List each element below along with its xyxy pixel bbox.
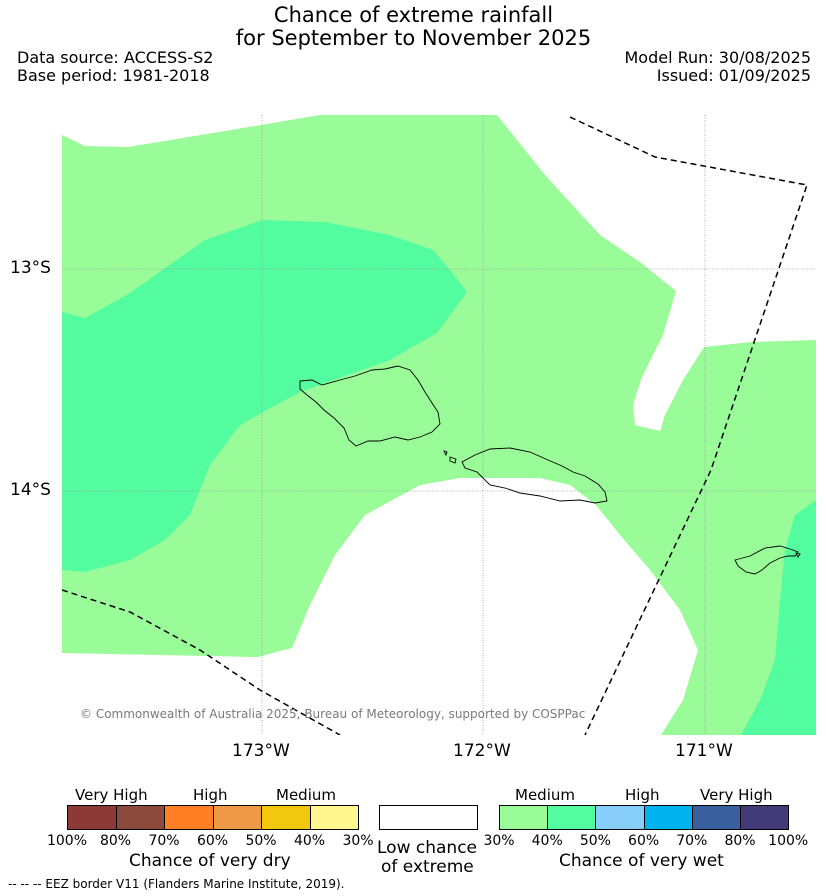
dry-swatch (212, 805, 262, 830)
wet-tick-label: 70% (676, 833, 708, 849)
savaii-island-outline (299, 365, 441, 447)
dry-scale-caption: Chance of very dry (129, 851, 291, 871)
map-title-line1: Chance of extreme rainfall (273, 3, 554, 27)
wet-tick-label: 100% (768, 833, 809, 849)
lon-label-172w: 172°W (453, 741, 511, 761)
wet-tick-label: 80% (724, 833, 756, 849)
wet-swatch (691, 805, 741, 830)
dry-swatch (309, 805, 359, 830)
dry-tick-label: 40% (293, 833, 326, 849)
dry-category-medium: Medium (276, 786, 336, 804)
wet-category-very-high: Very High (700, 786, 773, 804)
eez-border (62, 116, 808, 735)
graticule (62, 115, 816, 735)
dry-swatch (115, 805, 165, 830)
dry-category-very-high: Very High (75, 786, 148, 804)
wet-swatch (740, 805, 790, 830)
lat-label-14s: 14°S (10, 480, 51, 500)
wet-medium-high-region-east (741, 500, 816, 735)
dry-swatch (67, 805, 117, 830)
wet-scale-caption: Chance of very wet (559, 851, 724, 871)
dry-category-high: High (193, 786, 228, 804)
data-source: Data source: ACCESS-S2 (17, 48, 214, 67)
dry-swatch (164, 805, 214, 830)
copyright-notice: © Commonwealth of Australia 2025, Bureau… (80, 707, 586, 721)
base-period: Base period: 1981-2018 (17, 66, 210, 85)
dry-tick-label: 30% (342, 833, 374, 849)
islands (299, 365, 801, 575)
wet-category-high: High (625, 786, 660, 804)
low-chance-swatch (379, 805, 478, 830)
lon-label-173w: 173°W (232, 741, 290, 761)
wet-tick-label: 30% (483, 833, 515, 849)
wet-swatch (595, 805, 645, 830)
lat-label-13s: 13°S (10, 258, 51, 278)
map-title-line2: for September to November 2025 (235, 26, 592, 50)
tutuila-island-outline (734, 545, 799, 575)
wet-category-medium: Medium (515, 786, 575, 804)
model-run: Model Run: 30/08/2025 (624, 48, 812, 67)
low-chance-caption-line1: Low chance (377, 838, 477, 858)
lon-label-171w: 171°W (675, 741, 733, 761)
dry-tick-label: 50% (245, 833, 277, 849)
wet-tick-label: 50% (579, 833, 611, 849)
issued-date: Issued: 01/09/2025 (656, 66, 811, 85)
dry-swatch (261, 805, 311, 830)
wet-tick-label: 60% (628, 833, 660, 849)
eez-border-note: -- -- -- EEZ border V11 (Flanders Marine… (8, 877, 345, 891)
small-islet-outline (443, 450, 448, 457)
dry-tick-label: 60% (196, 833, 229, 849)
wet-medium-high-region-west (62, 220, 467, 572)
wet-swatch (499, 805, 549, 830)
dry-tick-label: 100% (46, 833, 88, 849)
dry-tick-label: 70% (148, 833, 180, 849)
wet-tick-label: 40% (531, 833, 563, 849)
wet-swatch (547, 805, 597, 830)
wet-swatch (643, 805, 693, 830)
small-islet-outline (449, 456, 457, 464)
small-islet-outline (795, 552, 801, 558)
low-chance-caption-line2: of extreme (381, 857, 474, 877)
upolu-island-outline (461, 447, 608, 504)
dry-tick-label: 80% (99, 833, 132, 849)
